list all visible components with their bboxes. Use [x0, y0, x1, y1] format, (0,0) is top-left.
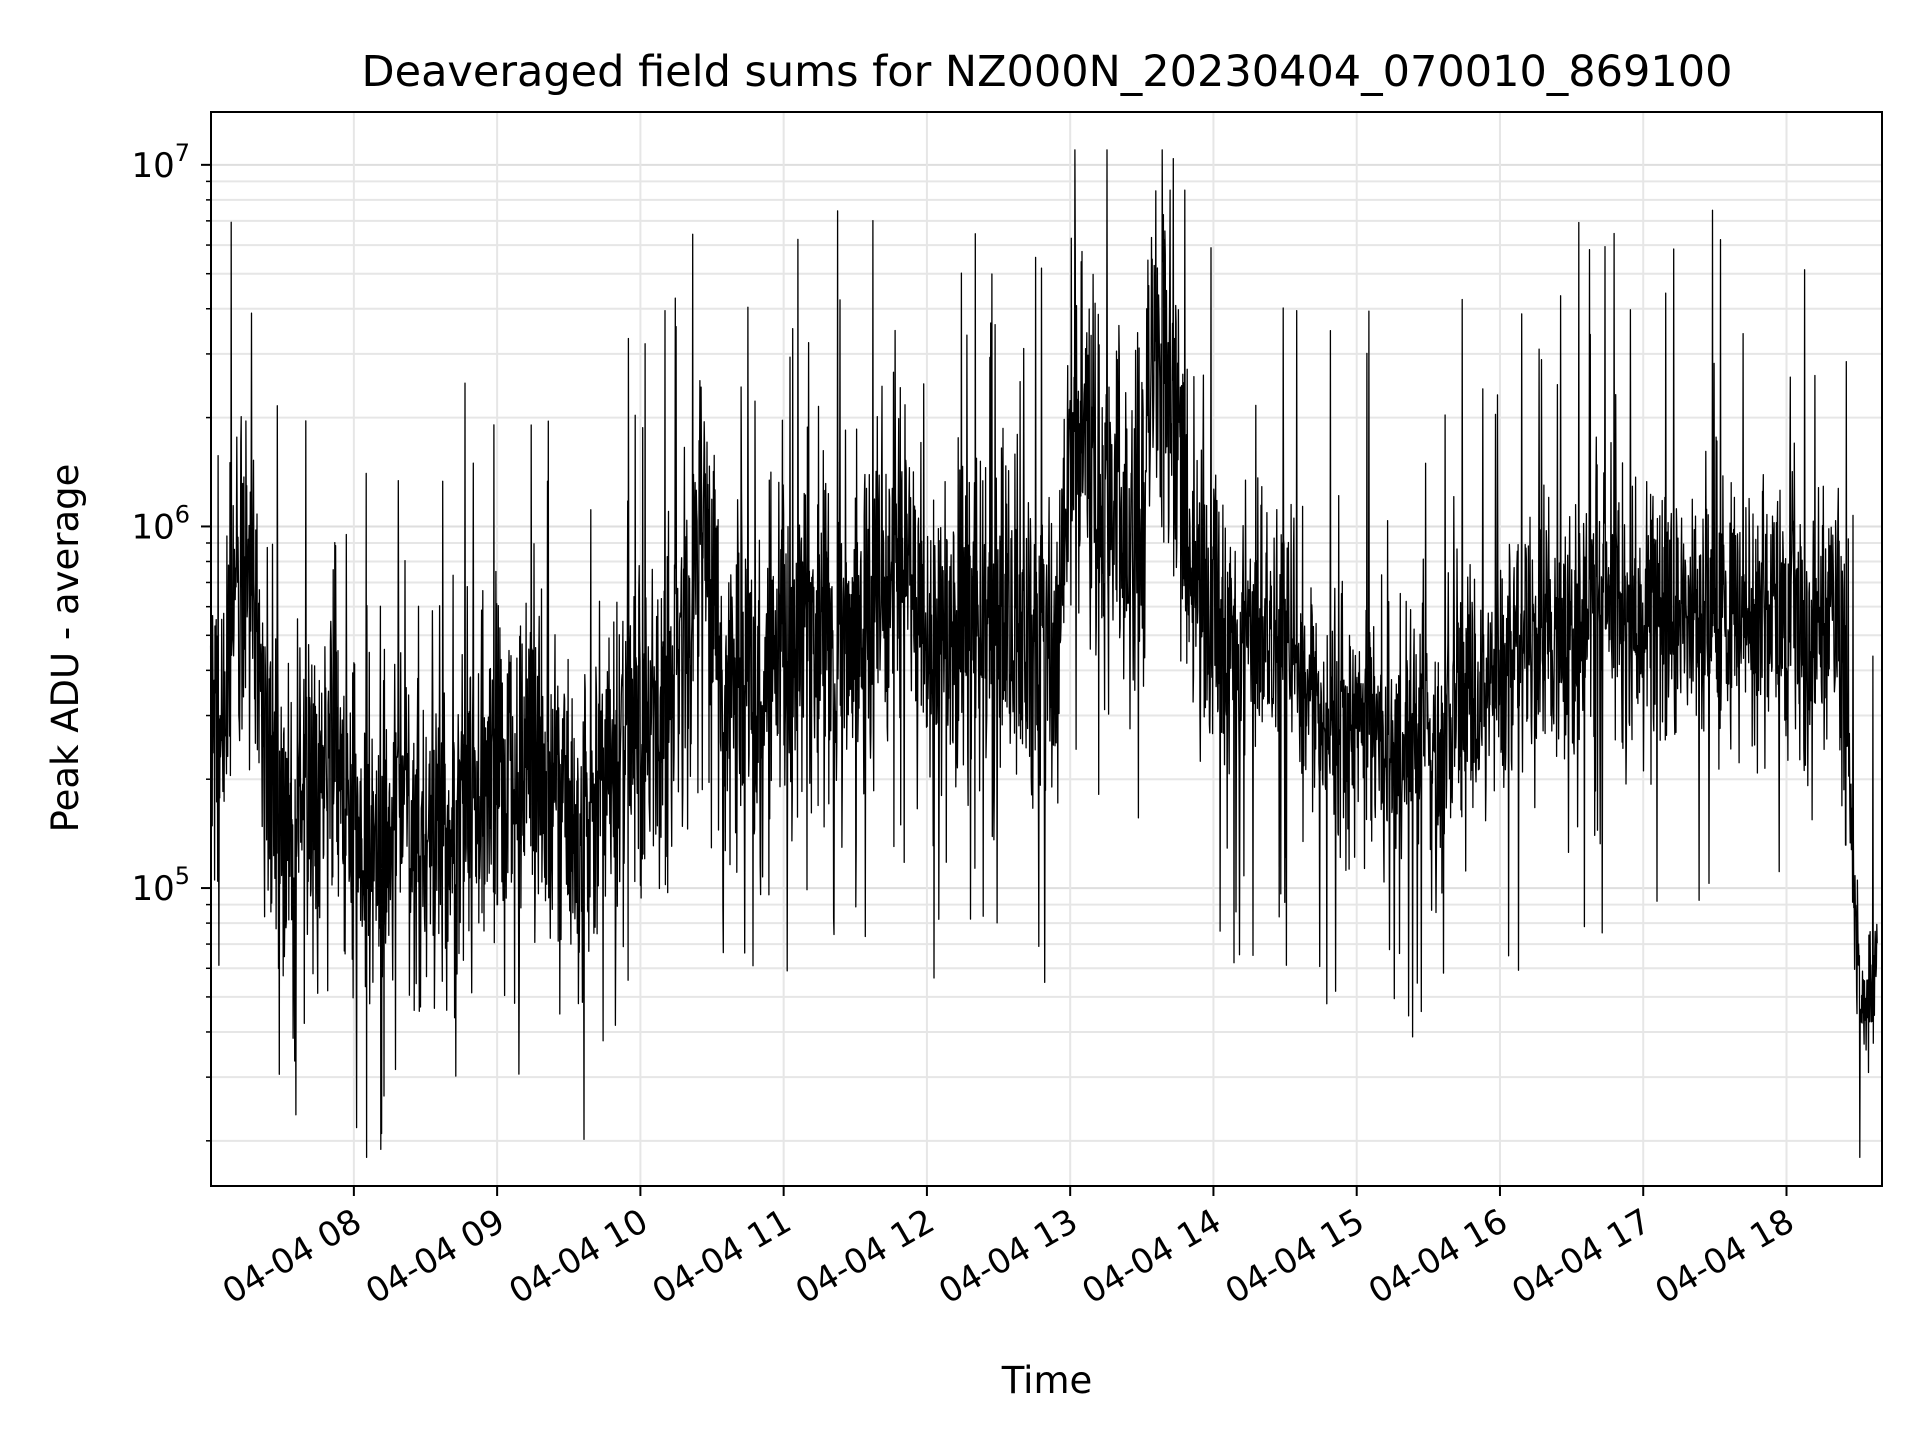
data-series-line [209, 149, 1878, 1159]
chart-title: Deaveraged field sums for NZ000N_2023040… [362, 47, 1733, 97]
x-axis-label: Time [1001, 1359, 1093, 1402]
plot-area-frame [210, 111, 1883, 1187]
y-axis-label: Peak ADU - average [44, 464, 87, 833]
y-tick-label: 105 [131, 862, 190, 909]
y-tick-label: 107 [131, 139, 190, 186]
y-tick-label: 106 [131, 500, 190, 547]
data-layer [209, 149, 1878, 1159]
